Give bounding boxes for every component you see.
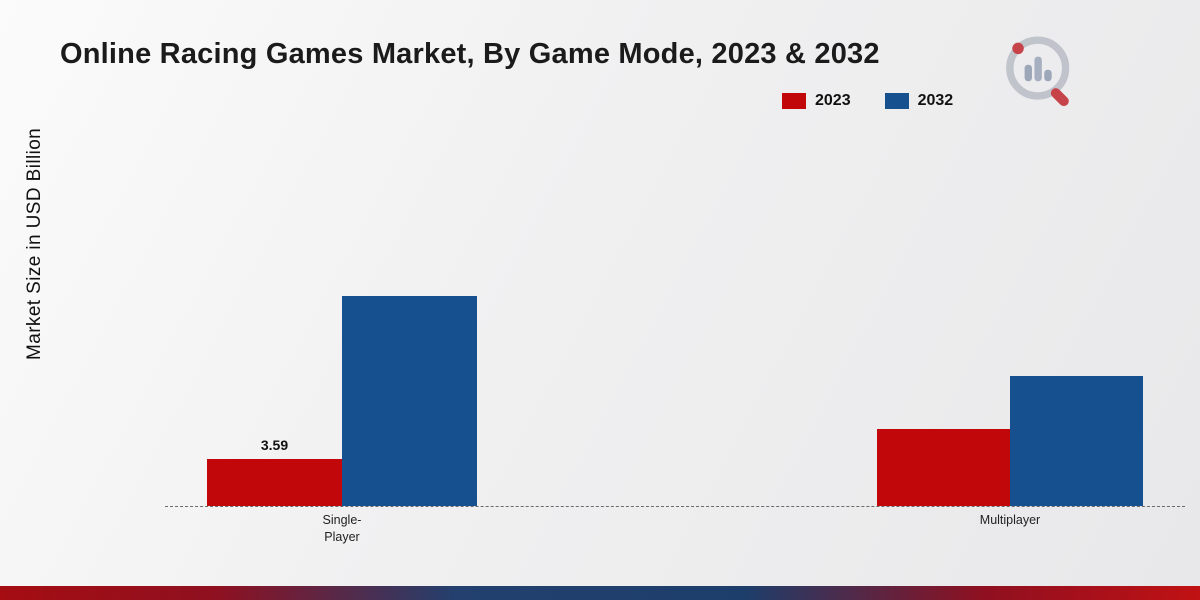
plot-area: 3.59 [165, 197, 1185, 507]
bar-multiplayer-2032 [1010, 376, 1143, 506]
y-axis-label: Market Size in USD Billion [24, 127, 45, 360]
legend-swatch-2032 [884, 93, 909, 109]
x-label-single-player-line1: Single- [322, 513, 362, 527]
legend-item-2023: 2023 [782, 92, 851, 110]
legend-item-2032: 2032 [884, 92, 954, 110]
legend: 2023 2032 [782, 92, 953, 110]
x-axis: Single- Player Multiplayer [0, 512, 1200, 552]
legend-label-2032: 2032 [917, 92, 954, 109]
x-label-single-player: Single- Player [323, 512, 362, 546]
x-label-multiplayer: Multiplayer [980, 512, 1040, 529]
legend-swatch-2023 [782, 93, 806, 109]
bar-multiplayer-2023 [877, 429, 1010, 506]
x-label-multiplayer-line1: Multiplayer [979, 513, 1041, 527]
legend-label-2023: 2023 [815, 92, 851, 109]
chart-title: Online Racing Games Market, By Game Mode… [60, 38, 880, 70]
bar-single-player-2032 [342, 296, 477, 506]
bottom-brand-strip [0, 586, 1200, 600]
x-label-single-player-line2: Player [324, 529, 360, 544]
bar-single-player-2023: 3.59 [207, 437, 342, 506]
bar-value-label-single-player-2023: 3.59 [260, 437, 289, 453]
brand-logo-icon [1006, 36, 1070, 107]
